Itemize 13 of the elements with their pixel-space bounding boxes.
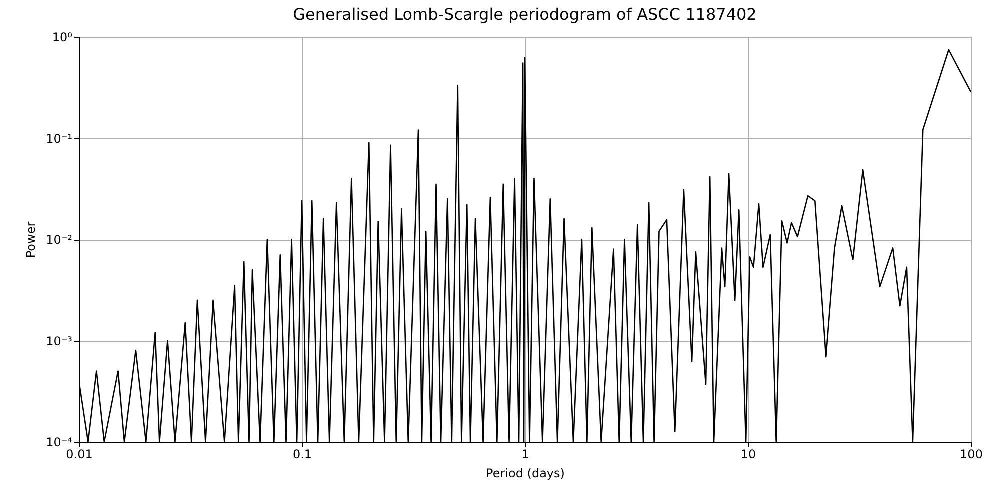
chart-title: Generalised Lomb-Scargle periodogram of ASCC 1187402 [293, 5, 757, 24]
x-tick-label: 0.01 [66, 448, 93, 462]
y-tick-label: 10⁰ [52, 30, 73, 44]
y-tick-label: 10⁻¹ [46, 132, 73, 146]
x-tick-label: 10 [740, 448, 756, 462]
y-tick-label: 10⁻⁴ [46, 436, 73, 450]
x-tick-label: 1 [522, 448, 530, 462]
x-tick-label: 100 [960, 448, 983, 462]
x-axis-title: Period (days) [486, 466, 565, 480]
x-tick-label: 0.1 [292, 448, 312, 462]
y-tick-label: 10⁻² [46, 233, 73, 247]
y-axis-title: Power [24, 222, 38, 258]
y-tick-label: 10⁻³ [46, 334, 73, 348]
